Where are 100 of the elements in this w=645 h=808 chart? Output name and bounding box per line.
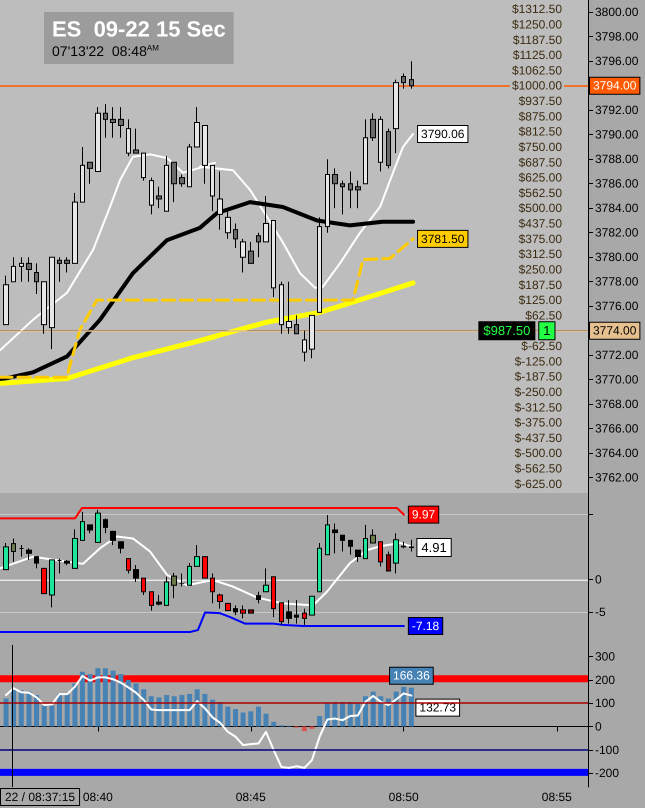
candlestick: [156, 594, 162, 606]
candlestick: [149, 591, 154, 612]
y2-tick-label: $562.50: [518, 186, 562, 200]
y2-tick-label: $625.00: [518, 170, 562, 185]
y2-tick-label: $-312.50: [514, 400, 562, 414]
bar: [240, 712, 246, 726]
x-tick-label: 08:45: [236, 790, 266, 804]
bar: [95, 668, 100, 726]
bar: [118, 674, 124, 726]
y-tick-label: 200: [595, 672, 616, 687]
bar: [72, 683, 78, 726]
bar: [271, 722, 276, 726]
bar: [88, 674, 93, 726]
y-tick-label: -5: [595, 604, 606, 619]
y-tick-label: 3782.00: [595, 226, 639, 240]
candlestick: [3, 542, 9, 570]
bar: [225, 706, 230, 726]
bar: [309, 726, 314, 729]
y-tick-label: 300: [595, 650, 616, 664]
candlestick: [187, 143, 192, 188]
candlestick: [309, 596, 315, 616]
x-tick-label: 08:50: [388, 790, 420, 804]
candlestick: [87, 162, 93, 184]
bar: [64, 694, 70, 726]
y-tick-label: 3780.00: [595, 250, 639, 264]
data-label: 3790.06: [421, 127, 465, 141]
y2-tick-label: $1062.50: [512, 63, 562, 78]
candlestick: [393, 532, 399, 574]
y-tick-label: 3766.00: [595, 422, 639, 436]
y2-tick-label: $-125.00: [514, 354, 562, 368]
candlestick: [3, 275, 9, 326]
candlestick: [256, 591, 261, 604]
candlestick: [332, 168, 338, 209]
bar: [42, 706, 47, 726]
candlestick: [248, 241, 254, 264]
candlestick: [348, 170, 353, 209]
bar: [4, 698, 9, 726]
x-tick-label: 08:55: [542, 790, 572, 804]
y-tick-label: 3776.00: [595, 299, 639, 314]
candlestick: [279, 602, 284, 626]
candlestick: [294, 600, 299, 624]
y2-tick-label: $-375.00: [514, 416, 562, 430]
candlestick: [217, 593, 223, 610]
candlestick: [171, 162, 177, 203]
bar: [102, 668, 108, 726]
bar: [194, 689, 200, 726]
annotation: 4.91: [421, 540, 447, 555]
candlestick: [378, 541, 383, 567]
candlestick: [72, 528, 78, 569]
y2-tick-label: $875.00: [518, 109, 562, 124]
y2-tick-label: $-62.50: [521, 339, 562, 354]
y-tick-label: 3784.00: [595, 201, 639, 216]
candlestick: [363, 118, 368, 184]
candlestick: [240, 604, 246, 619]
y2-tick-label: $1187.50: [512, 32, 562, 47]
y2-tick-label: $-187.50: [514, 370, 562, 384]
candlestick: [19, 544, 24, 558]
line-series: [0, 237, 415, 379]
candlestick: [87, 524, 93, 534]
candlestick: [110, 530, 116, 546]
bar: [317, 716, 322, 726]
candlestick: [11, 256, 16, 282]
candlestick: [19, 256, 24, 282]
y2-tick-label: $125.00: [518, 293, 562, 308]
y2-tick-label: $1000.00: [512, 78, 562, 93]
data-label: 132.73: [419, 700, 456, 715]
candlestick: [370, 528, 376, 544]
candlestick: [64, 559, 70, 566]
candlestick: [393, 79, 399, 154]
candlestick: [363, 524, 368, 560]
candlestick: [348, 540, 353, 556]
y2-tick-label: $437.50: [518, 216, 562, 231]
y-tick-label: 3798.00: [595, 30, 639, 44]
candlestick: [332, 523, 338, 554]
candlestick: [325, 514, 330, 556]
candlestick: [80, 146, 85, 203]
y-tick-label: 3800.00: [595, 5, 639, 20]
candlestick: [240, 238, 246, 274]
bar: [110, 670, 116, 726]
y2-tick-label: $1125.00: [512, 48, 562, 62]
candlestick: [248, 609, 254, 614]
bar: [233, 709, 238, 726]
data-label: 166.36: [393, 668, 430, 683]
candlestick: [133, 128, 139, 154]
candlestick: [401, 541, 406, 549]
candlestick: [156, 186, 162, 209]
text: ES 09-22 15 Sec: [52, 16, 226, 42]
candlestick: [370, 112, 376, 142]
y2-tick-label: $-500.00: [514, 446, 562, 460]
candlestick: [225, 602, 231, 612]
candlestick: [409, 539, 414, 552]
ref-line-label: 3774.00: [593, 324, 637, 338]
data-label: -7.18: [412, 619, 440, 634]
candlestick: [11, 538, 16, 562]
candlestick: [95, 509, 101, 543]
candlestick: [355, 550, 361, 562]
candlestick: [286, 600, 292, 624]
candlestick: [233, 223, 238, 249]
candlestick: [34, 262, 39, 294]
y-tick-label: 100: [595, 696, 616, 710]
